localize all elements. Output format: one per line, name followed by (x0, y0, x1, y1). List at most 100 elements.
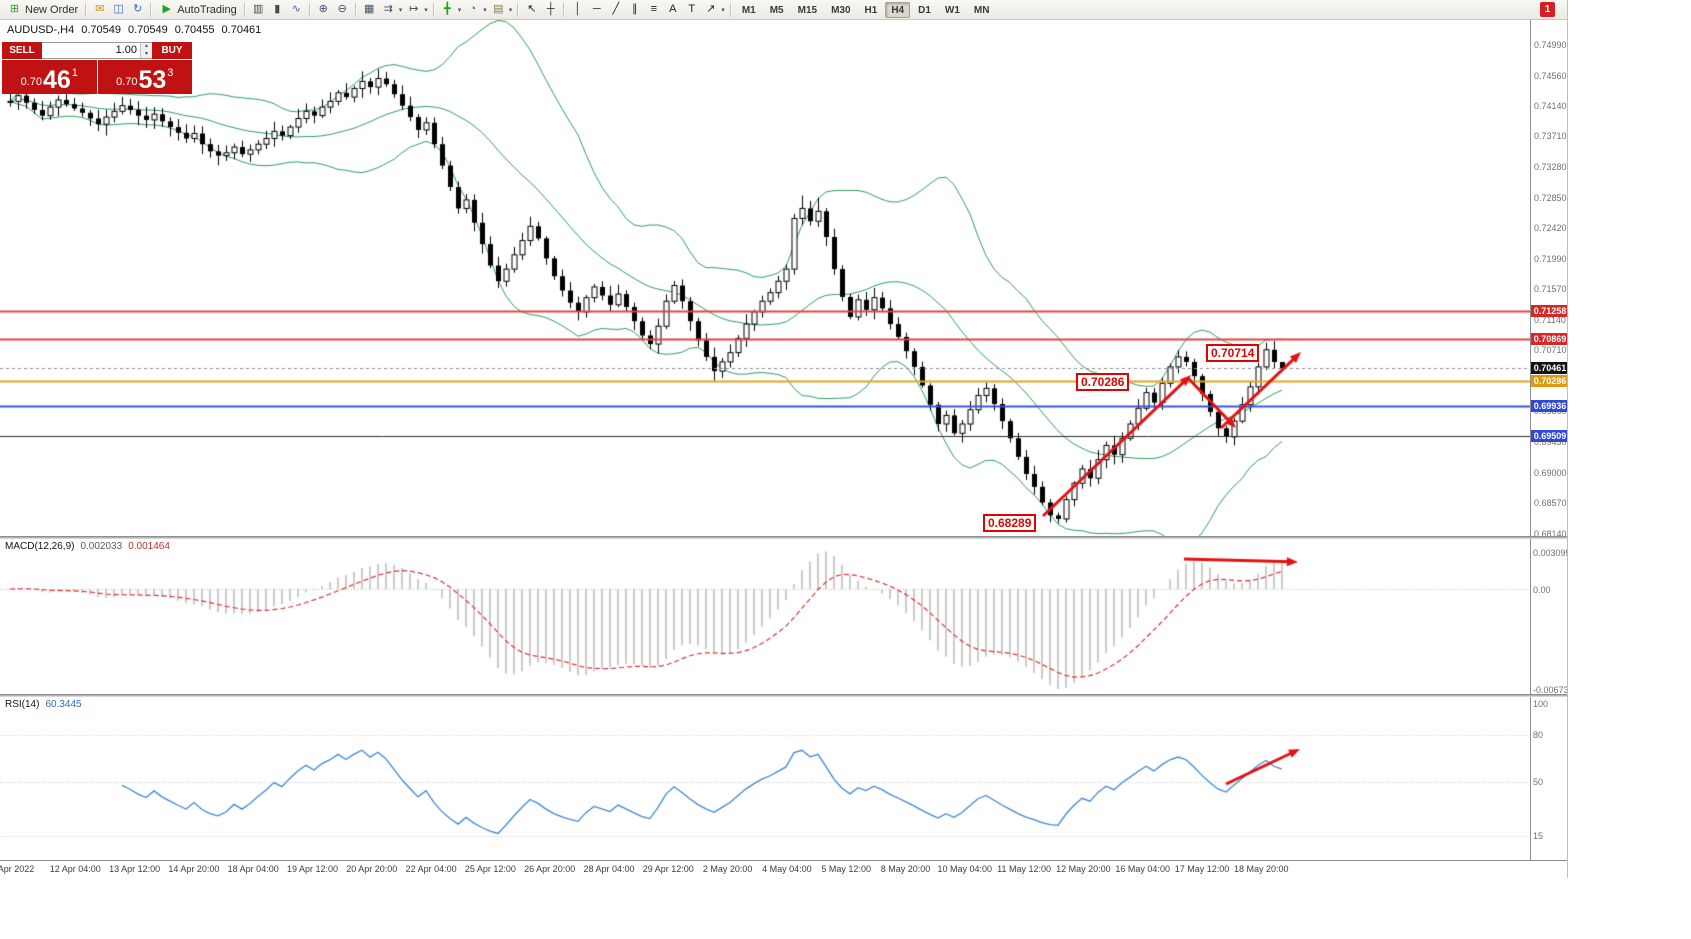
zoom-out-button[interactable]: ⊖ (333, 1, 352, 18)
arrows-tool-icon: ↗ (706, 3, 716, 15)
buy-tab[interactable]: BUY (152, 42, 192, 59)
line-chart-button[interactable]: ∿ (287, 1, 306, 18)
arrows-tool-button[interactable]: ↗ ▾ (701, 1, 727, 18)
crosshair-button[interactable]: ┼ (541, 1, 560, 18)
timeframe-w1-button[interactable]: W1 (944, 4, 960, 16)
bar-chart-button[interactable]: ▥ (249, 1, 268, 18)
toolbar-separator (354, 2, 357, 17)
fibonacci-button[interactable]: ≡ (644, 1, 663, 18)
time-axis-label: 29 Apr 12:00 (642, 864, 694, 874)
autotrading-icon: ▶ (162, 3, 171, 15)
timeframe-h4-button[interactable]: H4 (885, 1, 911, 18)
timeframe-h1-button[interactable]: H1 (864, 4, 878, 16)
price-chart-canvas[interactable] (0, 20, 1530, 536)
chevron-down-icon: ▾ (424, 6, 428, 14)
auto-scroll-button[interactable]: ⇉ ▾ (379, 1, 405, 18)
rsi-axis-label: 50 (1533, 776, 1544, 787)
tile-windows-button[interactable]: ▦ (360, 1, 379, 18)
template-icon: ▤ (493, 3, 504, 15)
sell-price-prefix: 0.70 (20, 76, 42, 88)
buy-price-big: 53 (138, 66, 167, 94)
volume-input[interactable]: 1.00 (115, 44, 137, 56)
rsi-canvas[interactable] (0, 697, 1530, 860)
add-indicator-button[interactable]: ╋ ▾ (438, 1, 464, 18)
annotation-box[interactable]: 0.70286 (1076, 373, 1130, 391)
time-axis-label: Apr 2022 (0, 864, 35, 874)
chart-symbol-timeframe: AUDUSD-,H4 (7, 24, 75, 36)
price-tick-label: 0.74140 (1534, 100, 1567, 111)
spinner-down-icon[interactable]: ▾ (141, 50, 152, 58)
timeframe-mn-button[interactable]: MN (973, 4, 990, 16)
time-axis[interactable]: Apr 2022 12 Apr 04:00 13 Apr 12:00 14 Apr 2… (0, 860, 1567, 878)
zoom-in-button[interactable]: ⊕ (314, 1, 333, 18)
channel-button[interactable]: ∥ (625, 1, 644, 18)
refresh-icon: ↻ (133, 3, 143, 15)
macd-canvas[interactable] (0, 539, 1530, 694)
text-tool-button[interactable]: A (663, 1, 682, 18)
autotrading-button[interactable]: ▶ AutoTrading (155, 1, 241, 18)
volume-box: 1.00 ▴ ▾ (42, 42, 152, 59)
vertical-line-button[interactable]: │ (568, 1, 587, 18)
trendline-button[interactable]: ╱ (606, 1, 625, 18)
time-axis-label: 16 May 04:00 (1115, 864, 1170, 874)
add-indicator-icon: ╋ (443, 3, 451, 15)
new-order-button[interactable]: ⊞ New Order (3, 1, 82, 18)
price-chart-panel: AUDUSD-,H4 0.70549 0.70549 0.70455 0.704… (0, 20, 1530, 536)
one-click-trading-widget: SELL 1.00 ▴ ▾ BUY 0.70 46 1 0.70 53 3 (2, 42, 192, 94)
trendline-icon: ╱ (612, 3, 620, 15)
sell-tab[interactable]: SELL (2, 42, 42, 59)
time-axis-label: 5 May 12:00 (821, 864, 871, 874)
timeframe-m1-button[interactable]: M1 (741, 4, 756, 16)
envelope-button[interactable]: ✉ (90, 1, 109, 18)
buy-button[interactable]: 0.70 53 3 (97, 60, 192, 94)
spinner-up-icon[interactable]: ▴ (141, 43, 152, 51)
charts-window-icon: ◫ (113, 3, 124, 15)
price-tick-label: 0.70710 (1534, 345, 1567, 356)
sell-button[interactable]: 0.70 46 1 (2, 60, 97, 94)
timeframe-m30-button[interactable]: M30 (831, 4, 851, 16)
price-scale[interactable]: 0.74990 0.74560 0.74140 0.73710 0.73280 0.728… (1530, 20, 1567, 860)
macd-signal-value: 0.001464 (128, 541, 170, 552)
price-tick-label: 0.73710 (1534, 131, 1567, 142)
rsi-label: RSI(14) 60.3445 (5, 699, 82, 710)
rsi-name: RSI(14) (5, 699, 40, 710)
annotation-box[interactable]: 0.68289 (983, 514, 1037, 532)
label-tool-button[interactable]: T (682, 1, 701, 18)
price-line-tag: 0.69936 (1531, 399, 1567, 412)
charts-window-button[interactable]: ◫ (109, 1, 128, 18)
fibonacci-icon: ≡ (650, 3, 657, 15)
sell-price-big: 46 (42, 66, 71, 94)
zoom-out-icon: ⊖ (337, 3, 347, 15)
timeframe-m15-button[interactable]: M15 (797, 4, 818, 16)
time-axis-label: 19 Apr 12:00 (286, 864, 339, 874)
template-button[interactable]: ▤ ▾ (489, 1, 515, 18)
price-line-tag: 0.70286 (1531, 374, 1567, 387)
chart-low-value: 0.70455 (174, 24, 215, 36)
notification-badge[interactable]: 1 (1540, 2, 1555, 17)
cursor-button[interactable]: ↖ (522, 1, 541, 18)
timeframe-d1-button[interactable]: D1 (918, 4, 931, 16)
auto-scroll-icon: ⇉ (383, 3, 393, 15)
time-axis-label: 4 May 04:00 (762, 864, 812, 874)
macd-panel: MACD(12,26,9) 0.002033 0.001464 (0, 539, 1530, 694)
chart-shift-icon: ↦ (409, 3, 419, 15)
time-axis-label: 20 Apr 20:00 (346, 864, 398, 874)
autotrading-label: AutoTrading (177, 3, 237, 16)
chart-shift-button[interactable]: ↦ ▾ (404, 1, 430, 18)
vertical-line-icon: │ (574, 3, 582, 15)
macd-main-value: 0.002033 (80, 541, 123, 552)
annotation-box[interactable]: 0.70714 (1206, 344, 1260, 362)
refresh-button[interactable]: ↻ (128, 1, 147, 18)
periods-button[interactable]: ◔ ▾ (463, 1, 489, 18)
price-tick-label: 0.74990 (1534, 39, 1567, 50)
candlestick-chart-button[interactable]: ▮ (268, 1, 287, 18)
timeframe-m5-button[interactable]: M5 (769, 4, 784, 16)
panel-separator[interactable] (0, 536, 1567, 539)
toolbar-separator (517, 2, 520, 17)
price-tick-label: 0.72420 (1534, 223, 1567, 234)
horizontal-line-button[interactable]: ─ (587, 1, 606, 18)
panel-separator[interactable] (0, 694, 1567, 697)
chart-high-value: 0.70549 (128, 24, 168, 36)
time-axis-label: 13 Apr 12:00 (109, 864, 161, 874)
crosshair-icon: ┼ (546, 3, 555, 15)
